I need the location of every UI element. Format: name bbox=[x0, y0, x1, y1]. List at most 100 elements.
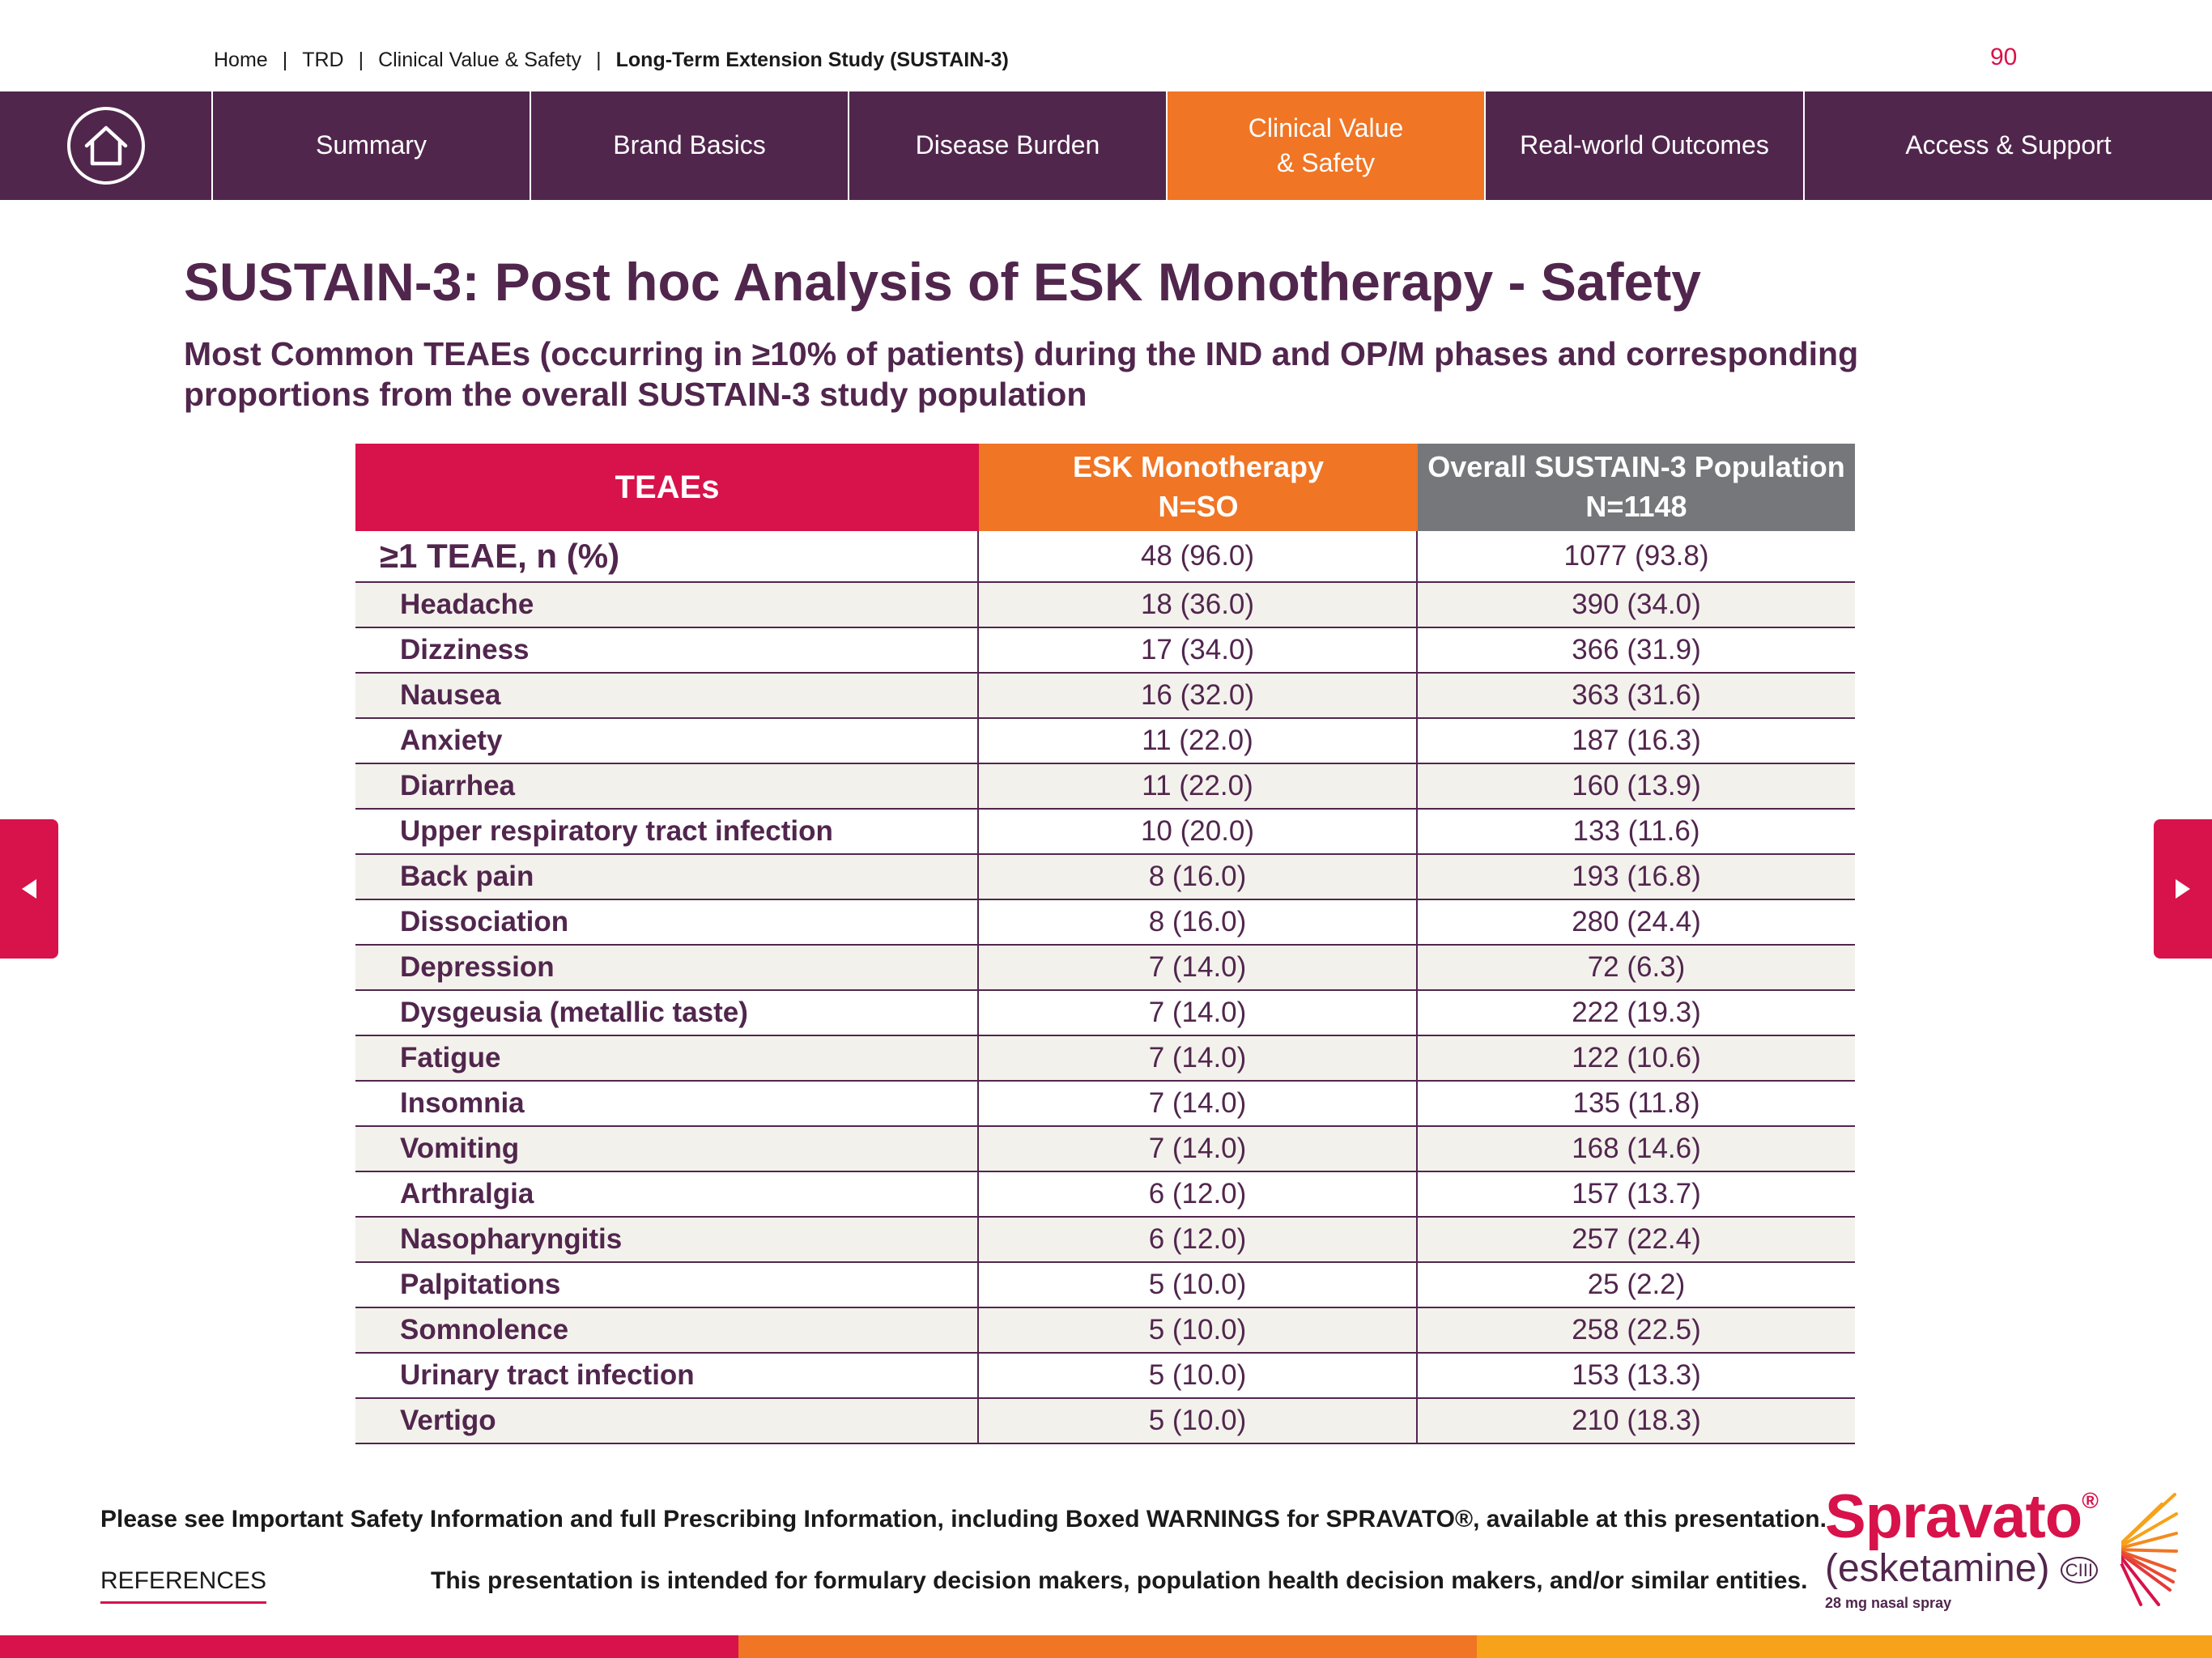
table-row: Insomnia 7 (14.0) 135 (11.8) bbox=[355, 1082, 1855, 1127]
esk-value-cell: 17 (34.0) bbox=[979, 628, 1418, 672]
teae-name-cell: Back pain bbox=[355, 855, 979, 899]
teae-name-cell: Urinary tract infection bbox=[355, 1354, 979, 1397]
header-esk-monotherapy: ESK Monotherapy N=SO bbox=[979, 444, 1418, 531]
esk-value-cell: 6 (12.0) bbox=[979, 1218, 1418, 1261]
color-bar-segment bbox=[0, 1635, 738, 1658]
overall-value-cell: 366 (31.9) bbox=[1572, 634, 1701, 665]
overall-value-cell: 25 (2.2) bbox=[1587, 1269, 1686, 1300]
esk-value-cell: 7 (14.0) bbox=[979, 991, 1418, 1035]
breadcrumb-separator: | bbox=[282, 49, 288, 71]
esk-value-cell: 11 (22.0) bbox=[979, 719, 1418, 763]
nav-tab-access-support[interactable]: Access & Support bbox=[1805, 91, 2212, 200]
breadcrumb-separator: | bbox=[596, 49, 602, 71]
table-row: Dysgeusia (metallic taste) 7 (14.0) 222 (1… bbox=[355, 991, 1855, 1036]
nav-tab-label: Brand Basics bbox=[613, 130, 766, 160]
esk-value-cell: 5 (10.0) bbox=[979, 1354, 1418, 1397]
bottom-color-bar bbox=[0, 1635, 2212, 1658]
teae-name-cell: Somnolence bbox=[355, 1308, 979, 1352]
esk-value-cell: 7 (14.0) bbox=[979, 1036, 1418, 1080]
overall-value-cell: 187 (16.3) bbox=[1572, 725, 1701, 756]
logo-burst-icon bbox=[2097, 1493, 2178, 1606]
page-subtitle: Most Common TEAEs (occurring in ≥10% of … bbox=[184, 335, 1859, 414]
teae-name-cell: Anxiety bbox=[355, 719, 979, 763]
audience-notice: This presentation is intended for formul… bbox=[431, 1567, 1808, 1594]
esk-value-cell: 8 (16.0) bbox=[979, 900, 1418, 944]
breadcrumb-clinical-value[interactable]: Clinical Value & Safety bbox=[378, 49, 582, 71]
esk-value-cell: 10 (20.0) bbox=[979, 810, 1418, 853]
table-row: Urinary tract infection 5 (10.0) 153 (13.3… bbox=[355, 1354, 1855, 1399]
table-row: Dizziness 17 (34.0) 366 (31.9) bbox=[355, 628, 1855, 674]
nav-tab-label: Clinical Value & Safety bbox=[1248, 113, 1404, 177]
logo-schedule-mark: CIII bbox=[2060, 1557, 2099, 1584]
overall-value-cell: 222 (19.3) bbox=[1572, 997, 1701, 1028]
esk-value-cell: 16 (32.0) bbox=[979, 674, 1418, 717]
spravato-logo: Spravato® (esketamine) CIII 28 mg nasal … bbox=[1822, 1482, 2178, 1619]
overall-value-cell: 153 (13.3) bbox=[1572, 1359, 1701, 1391]
overall-value-cell: 210 (18.3) bbox=[1572, 1405, 1701, 1436]
teae-name-cell: Dysgeusia (metallic taste) bbox=[355, 991, 979, 1035]
chevron-right-icon bbox=[2176, 879, 2190, 899]
page-number: 90 bbox=[1990, 44, 2018, 70]
overall-value-cell: 258 (22.5) bbox=[1572, 1314, 1701, 1346]
esk-value-cell: 5 (10.0) bbox=[979, 1263, 1418, 1307]
overall-value-cell: 1077 (93.8) bbox=[1563, 540, 1709, 572]
overall-value-cell: 168 (14.6) bbox=[1572, 1133, 1701, 1164]
nav-tab-disease-burden[interactable]: Disease Burden bbox=[849, 91, 1168, 200]
table-row: Anxiety 11 (22.0) 187 (16.3) bbox=[355, 719, 1855, 764]
breadcrumb-home[interactable]: Home bbox=[214, 49, 268, 71]
overall-value-cell: 363 (31.6) bbox=[1572, 679, 1701, 711]
esk-value-cell: 7 (14.0) bbox=[979, 1082, 1418, 1125]
isi-notice: Please see Important Safety Information … bbox=[100, 1506, 1827, 1533]
table-row: Palpitations 5 (10.0) 25 (2.2) bbox=[355, 1263, 1855, 1308]
nav-tab-brand-basics[interactable]: Brand Basics bbox=[531, 91, 849, 200]
nav-tab-real-world-outcomes[interactable]: Real-world Outcomes bbox=[1486, 91, 1805, 200]
table-row: Upper respiratory tract infection 10 (20.… bbox=[355, 810, 1855, 855]
overall-value-cell: 280 (24.4) bbox=[1572, 906, 1701, 937]
esk-value-cell: 8 (16.0) bbox=[979, 855, 1418, 899]
color-bar-segment bbox=[738, 1635, 1477, 1658]
teae-name-cell: Upper respiratory tract infection bbox=[355, 810, 979, 853]
teae-name-cell: Nausea bbox=[355, 674, 979, 717]
overall-value-cell: 133 (11.6) bbox=[1572, 815, 1700, 847]
esk-value-cell: 5 (10.0) bbox=[979, 1399, 1418, 1443]
breadcrumb-trd[interactable]: TRD bbox=[302, 49, 344, 71]
home-icon bbox=[66, 107, 145, 185]
teae-name-cell: Dissociation bbox=[355, 900, 979, 944]
overall-value-cell: 160 (13.9) bbox=[1572, 770, 1701, 801]
esk-value-cell: 7 (14.0) bbox=[979, 1127, 1418, 1171]
references-link[interactable]: REFERENCES bbox=[100, 1567, 267, 1604]
nav-tab-label: Access & Support bbox=[1905, 130, 2112, 160]
nav-tab-clinical-value-safety[interactable]: Clinical Value & Safety bbox=[1168, 91, 1486, 200]
nav-tab-label: Summary bbox=[316, 130, 427, 160]
table-row: Nasopharyngitis 6 (12.0) 257 (22.4) bbox=[355, 1218, 1855, 1263]
table-header: TEAEs ESK Monotherapy N=SO Overall SUSTA… bbox=[355, 444, 1855, 531]
logo-dose-text: 28 mg nasal spray bbox=[1825, 1595, 1952, 1611]
esk-value-cell: 6 (12.0) bbox=[979, 1172, 1418, 1216]
overall-value-cell: 72 (6.3) bbox=[1587, 951, 1686, 983]
table-row: Somnolence 5 (10.0) 258 (22.5) bbox=[355, 1308, 1855, 1354]
previous-page-button[interactable] bbox=[0, 819, 58, 959]
table-row: Vomiting 7 (14.0) 168 (14.6) bbox=[355, 1127, 1855, 1172]
table-row: Vertigo 5 (10.0) 210 (18.3) bbox=[355, 1399, 1855, 1444]
overall-value-cell: 157 (13.7) bbox=[1572, 1178, 1701, 1209]
table-row: Depression 7 (14.0) 72 (6.3) bbox=[355, 946, 1855, 991]
table-row: Headache 18 (36.0) 390 (34.0) bbox=[355, 583, 1855, 628]
teae-name-cell: Depression bbox=[355, 946, 979, 989]
teae-name-cell: Dizziness bbox=[355, 628, 979, 672]
teae-name-cell: Fatigue bbox=[355, 1036, 979, 1080]
table-row: ≥1 TEAE, n (%) 48 (96.0) 1077 (93.8) bbox=[355, 531, 1855, 583]
logo-wordmark: Spravato® bbox=[1825, 1482, 2099, 1552]
chevron-left-icon bbox=[22, 879, 36, 899]
nav-home-button[interactable] bbox=[0, 91, 213, 200]
nav-tab-label: Real-world Outcomes bbox=[1520, 130, 1769, 160]
logo-name-text: Spravato bbox=[1825, 1482, 2082, 1551]
esk-value-cell: 11 (22.0) bbox=[979, 764, 1418, 808]
nav-tab-summary[interactable]: Summary bbox=[213, 91, 531, 200]
table-row: Back pain 8 (16.0) 193 (16.8) bbox=[355, 855, 1855, 900]
next-page-button[interactable] bbox=[2154, 819, 2212, 959]
teae-table: TEAEs ESK Monotherapy N=SO Overall SUSTA… bbox=[355, 444, 1855, 1444]
page-title: SUSTAIN-3: Post hoc Analysis of ESK Mono… bbox=[184, 252, 1701, 312]
nav-tab-label: Disease Burden bbox=[915, 130, 1100, 160]
esk-value-cell: 48 (96.0) bbox=[979, 531, 1418, 581]
teae-name-cell: Vomiting bbox=[355, 1127, 979, 1171]
